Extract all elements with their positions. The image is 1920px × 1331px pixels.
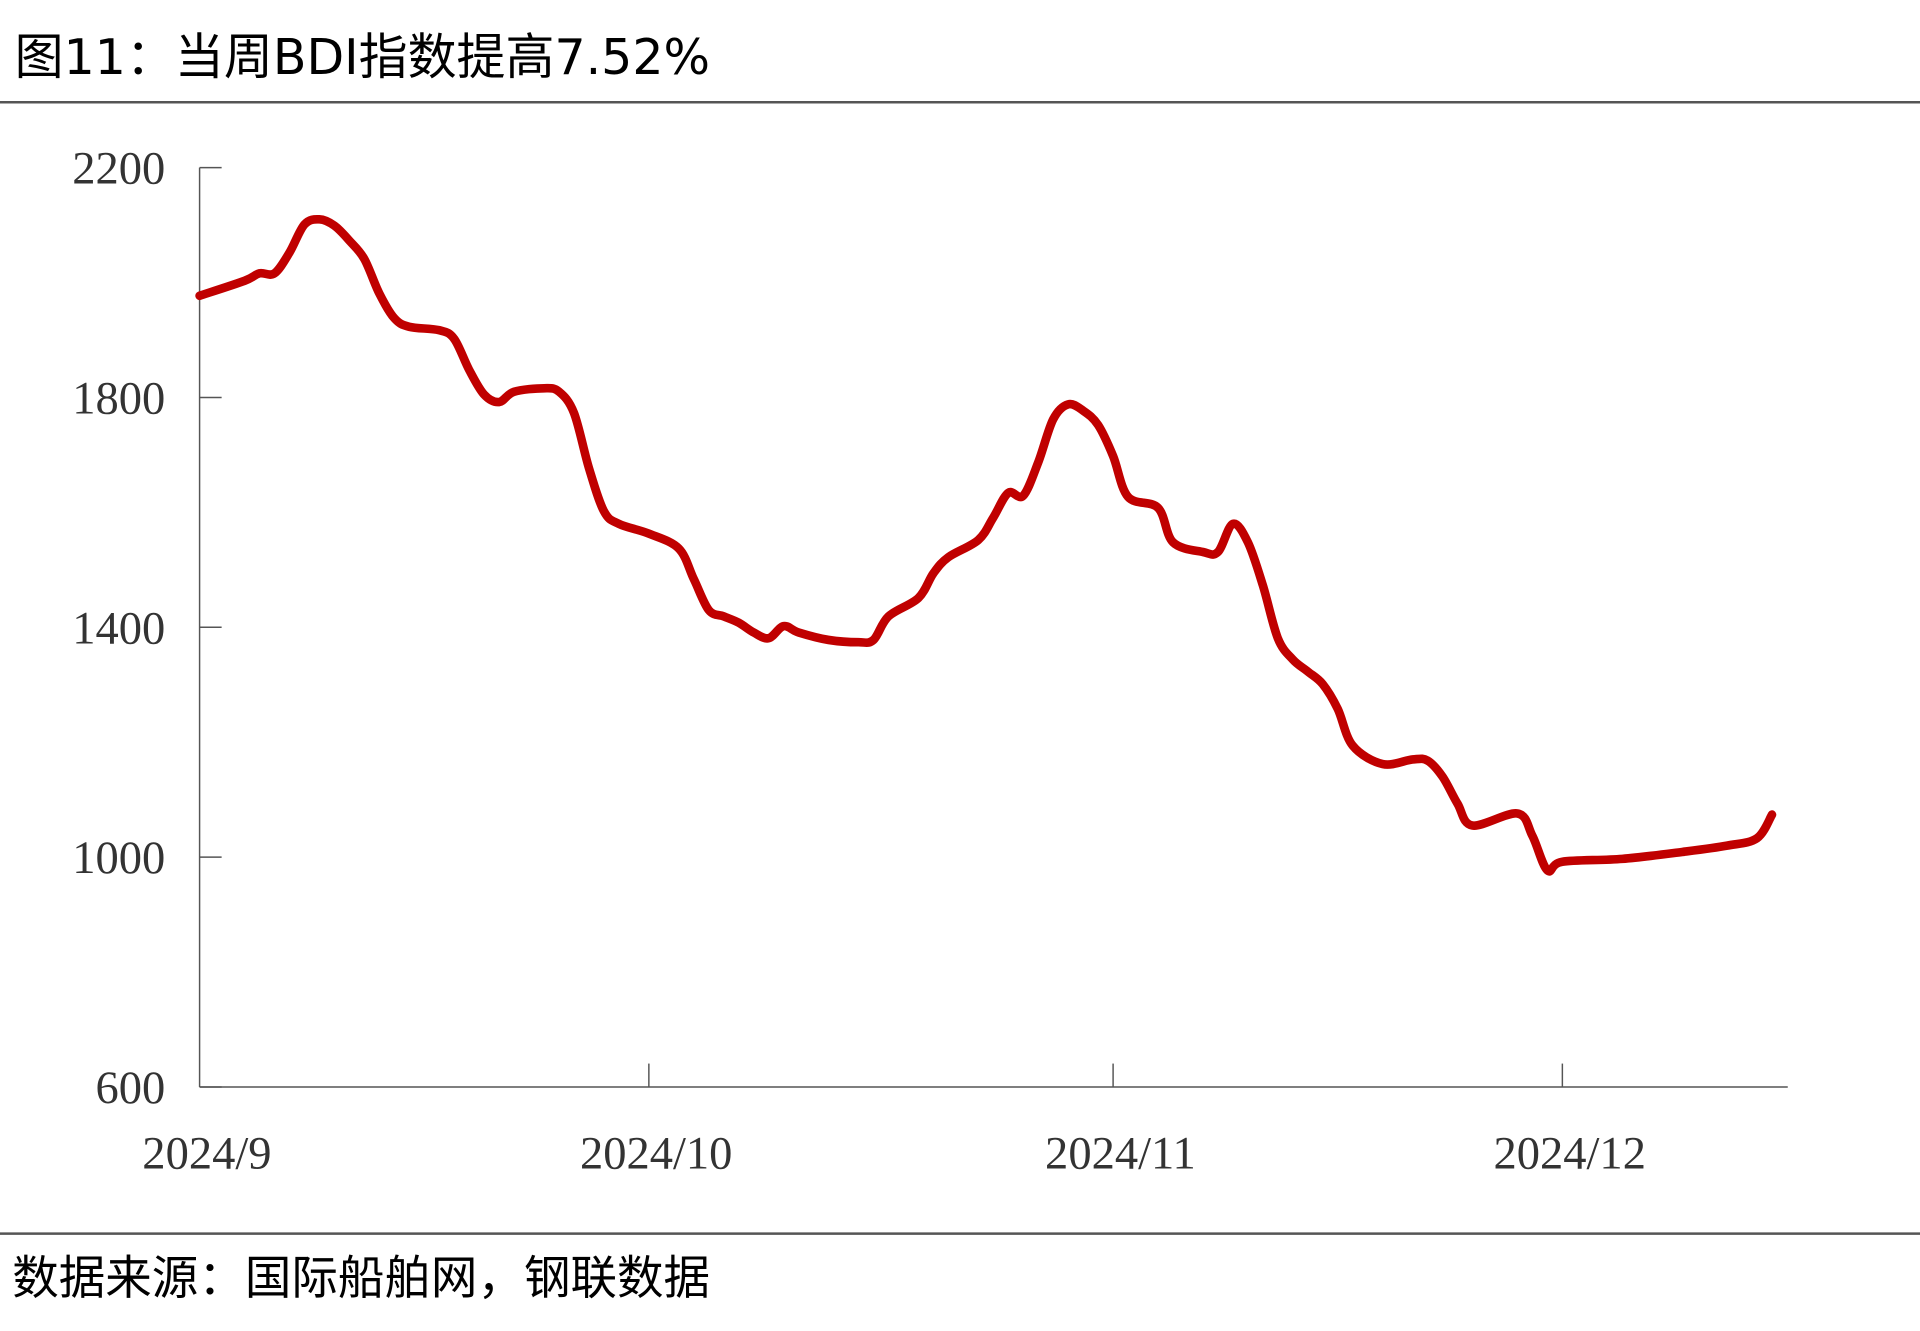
x-tick-label: 2024/9 (142, 1127, 271, 1179)
axes (198, 167, 1788, 1088)
x-ticks: 2024/9 2024/10 2024/11 2024/12 (142, 1063, 1646, 1179)
x-tick-label: 2024/11 (1045, 1127, 1196, 1179)
data-points (199, 219, 1773, 871)
y-ticks: 600 1000 1400 1800 2200 (72, 142, 222, 1114)
source-note: 数据来源：国际船舶网，钢联数据 (12, 1252, 710, 1306)
y-tick-label: 1000 (72, 832, 165, 884)
chart-title: 图11：当周BDI指数提高7.52% (15, 28, 710, 86)
y-tick-label: 1800 (72, 372, 165, 424)
x-tick-label: 2024/10 (580, 1127, 732, 1179)
bdi-series-line (195, 214, 1777, 876)
y-tick-label: 600 (96, 1062, 166, 1114)
x-tick-label: 2024/12 (1493, 1127, 1645, 1179)
y-tick-label: 2200 (72, 142, 165, 194)
y-tick-label: 1400 (72, 602, 165, 654)
